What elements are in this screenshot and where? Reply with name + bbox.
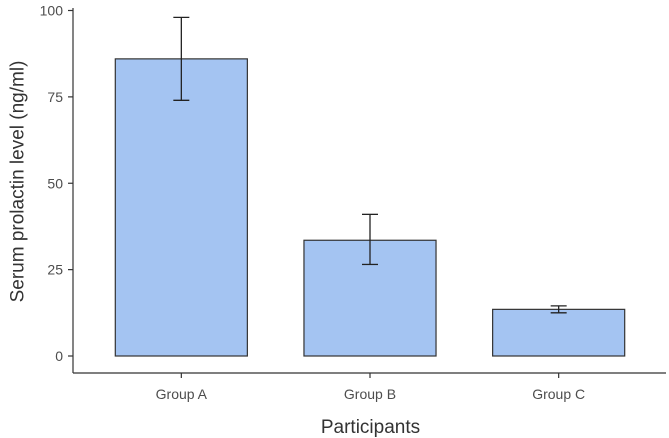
- bars-layer: [114, 58, 626, 357]
- y-tick-label: 0: [55, 348, 63, 364]
- bar-group-c: [492, 308, 626, 357]
- x-tick-label: Group C: [532, 386, 585, 402]
- y-tick-label: 75: [47, 89, 63, 105]
- error-bar-group-b: [362, 213, 378, 266]
- y-tick-label: 100: [40, 3, 64, 19]
- y-ticks-layer: 0 25 50 75 100: [40, 3, 73, 364]
- error-bar-group-a: [173, 16, 190, 101]
- y-axis-title: Serum prolactin level (ng/ml): [8, 61, 29, 303]
- x-ticks-layer: Group A Group B Group C: [156, 373, 585, 402]
- x-tick-label: Group A: [156, 386, 208, 402]
- error-bars-layer: [173, 16, 567, 314]
- x-axis-title: Participants: [321, 417, 420, 438]
- error-bar-group-c: [550, 305, 567, 314]
- x-tick-label: Group B: [344, 386, 396, 402]
- y-tick-label: 50: [47, 175, 63, 191]
- bar-group-a: [114, 58, 248, 357]
- y-tick-label: 25: [47, 262, 63, 278]
